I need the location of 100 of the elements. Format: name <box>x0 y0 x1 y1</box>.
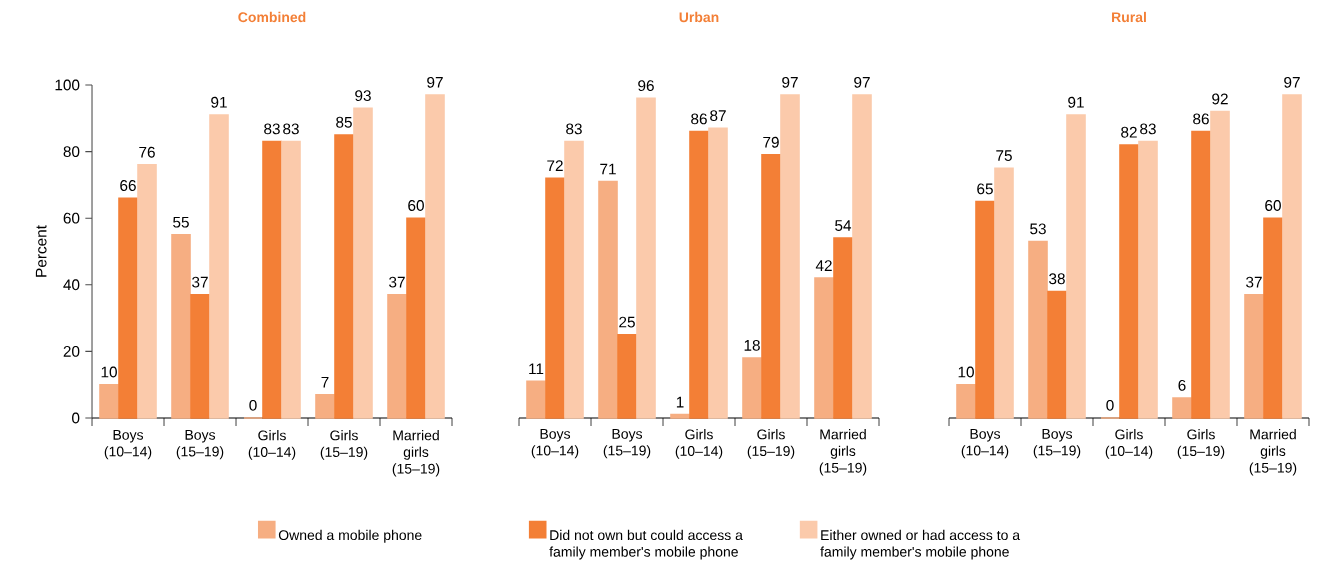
data-label: 79 <box>763 136 779 148</box>
data-label: 97 <box>782 76 798 88</box>
data-label: 87 <box>710 110 726 122</box>
data-label: 53 <box>1030 223 1046 235</box>
data-label: 97 <box>1284 76 1300 88</box>
bar <box>956 383 976 419</box>
data-label: 92 <box>1212 93 1228 105</box>
x-tick-label: Girls (15–19) <box>747 429 795 459</box>
data-label: 55 <box>173 216 189 228</box>
chart-title: Urban <box>679 11 719 23</box>
bar <box>1066 114 1086 419</box>
bar <box>852 94 872 419</box>
bar <box>814 277 834 419</box>
bar <box>1210 110 1230 419</box>
data-label: 60 <box>1265 200 1281 211</box>
legend-label: Owned a mobile phone <box>278 529 422 543</box>
data-label: 82 <box>1121 126 1137 138</box>
x-tick-label: Girls (15–19) <box>1177 429 1225 459</box>
bar <box>526 380 546 419</box>
legend-label: Did not own but could access a family member's mobile phone <box>549 529 743 560</box>
bar <box>761 154 781 419</box>
bar <box>708 127 728 419</box>
y-tick-label: 0 <box>72 412 80 424</box>
data-label: 10 <box>101 366 117 378</box>
data-label: 71 <box>600 163 616 175</box>
bar <box>99 383 119 419</box>
data-label: 54 <box>835 220 852 231</box>
x-tick-label: Married girls (15–19) <box>1249 429 1297 476</box>
bar <box>742 357 762 419</box>
bar <box>262 140 282 419</box>
data-label: 0 <box>249 399 257 411</box>
data-label: 42 <box>815 260 832 271</box>
data-label: 7 <box>321 376 329 388</box>
data-label: 97 <box>427 76 443 88</box>
data-label: 37 <box>192 276 208 288</box>
data-label: 60 <box>408 200 424 211</box>
x-tick-label: Girls (15–19) <box>320 430 368 460</box>
chart-title: Rural <box>1112 11 1146 23</box>
bar <box>1263 217 1283 419</box>
y-tick-label: 20 <box>63 345 80 357</box>
data-label: 0 <box>1106 399 1114 411</box>
data-label: 76 <box>139 146 155 158</box>
x-tick-label: Boys (10–14) <box>961 429 1009 459</box>
bar <box>406 217 426 419</box>
x-tick-label: Boys (15–19) <box>603 429 651 459</box>
data-label: 91 <box>1068 96 1084 108</box>
chart-title: Combined <box>238 11 306 23</box>
data-label: 96 <box>638 80 654 92</box>
bar <box>1244 293 1264 419</box>
bar <box>1028 240 1048 419</box>
bar <box>670 413 690 419</box>
bar <box>1191 130 1211 419</box>
bar <box>1119 144 1139 419</box>
data-label: 65 <box>977 183 993 195</box>
data-label: 18 <box>744 339 760 351</box>
x-tick-label: Boys (15–19) <box>176 430 224 460</box>
x-tick-label: Boys (15–19) <box>1033 429 1081 459</box>
x-tick-label: Boys (10–14) <box>104 430 152 460</box>
bar <box>1172 397 1192 419</box>
y-tick-label: 100 <box>55 79 80 91</box>
data-label: 83 <box>566 123 582 135</box>
bar <box>171 234 191 419</box>
legend-label: Either owned or had access to a family member's mobile phone <box>820 529 1021 560</box>
x-tick-label: Boys (10–14) <box>531 429 579 459</box>
bar <box>334 134 354 419</box>
data-label: 75 <box>996 150 1012 161</box>
x-tick-label: Married girls (15–19) <box>392 430 440 477</box>
data-label: 97 <box>854 76 870 88</box>
data-label: 66 <box>120 180 136 191</box>
data-label: 83 <box>283 123 299 135</box>
data-label: 93 <box>355 90 371 102</box>
y-axis-title: Percent <box>35 225 47 277</box>
data-label: 86 <box>1193 113 1209 125</box>
bar <box>190 293 210 419</box>
data-label: 6 <box>1178 379 1186 391</box>
bar <box>387 293 407 419</box>
x-tick-label: Girls (10–14) <box>248 430 296 460</box>
bar <box>209 114 229 419</box>
bar <box>137 164 157 419</box>
data-label: 83 <box>1140 123 1156 135</box>
bar <box>564 140 584 419</box>
bar <box>598 180 618 419</box>
bar <box>425 94 445 419</box>
data-label: 1 <box>676 396 684 408</box>
data-label: 38 <box>1049 273 1065 285</box>
data-label: 86 <box>691 113 707 125</box>
bar <box>1047 290 1067 419</box>
bar <box>118 197 138 419</box>
data-label: 37 <box>1246 276 1262 288</box>
bar <box>975 200 995 419</box>
bar <box>994 167 1014 419</box>
y-tick-label: 40 <box>63 279 80 291</box>
bar <box>545 177 565 419</box>
bar <box>617 333 637 419</box>
data-label: 83 <box>264 123 280 135</box>
data-label: 72 <box>547 160 563 171</box>
data-label: 37 <box>389 276 405 288</box>
y-tick-label: 60 <box>63 212 80 224</box>
bar <box>315 393 335 419</box>
bar <box>636 97 656 419</box>
